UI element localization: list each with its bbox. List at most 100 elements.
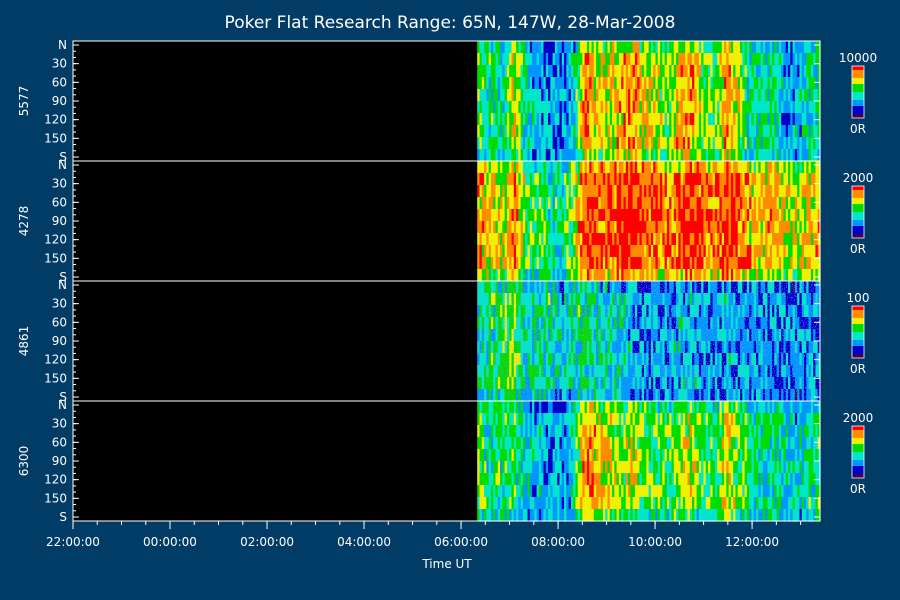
- heat-cell: [479, 209, 483, 222]
- heat-cell: [479, 413, 483, 426]
- colorbar-segment: [852, 226, 864, 229]
- heat-cell: [726, 233, 730, 246]
- heat-cell: [621, 221, 625, 234]
- heat-cell: [477, 509, 481, 522]
- heat-cell: [650, 137, 654, 150]
- heat-cell: [586, 149, 590, 162]
- heat-cell: [520, 233, 524, 246]
- heat-cell: [516, 77, 519, 90]
- heat-cell: [532, 509, 535, 522]
- heat-cell: [801, 245, 805, 258]
- heat-cell: [703, 149, 707, 162]
- heat-cell: [561, 221, 565, 234]
- heat-cell: [646, 89, 650, 102]
- heat-cell: [575, 125, 579, 138]
- heat-cell: [772, 53, 775, 66]
- heat-cell: [582, 113, 586, 126]
- heat-cell: [769, 149, 773, 162]
- heat-cell: [502, 173, 506, 186]
- heat-cell: [529, 65, 533, 78]
- heat-cell: [548, 41, 551, 54]
- heat-cell: [692, 65, 695, 78]
- heat-cell: [708, 125, 711, 138]
- heat-cell: [616, 173, 620, 186]
- heat-cell: [488, 125, 492, 138]
- heat-cell: [751, 137, 755, 150]
- heat-cell: [705, 77, 709, 90]
- heat-cell: [639, 185, 643, 198]
- heat-cell: [575, 101, 579, 114]
- heat-cell: [550, 245, 554, 258]
- heat-cell: [694, 233, 698, 246]
- colorbar-segment: [852, 104, 864, 107]
- heat-cell: [804, 245, 807, 258]
- heat-cell: [749, 209, 753, 222]
- heat-cell: [598, 161, 602, 174]
- heat-cell: [721, 65, 725, 78]
- colorbar-segment: [852, 344, 864, 347]
- heat-cell: [650, 101, 654, 114]
- heat-cell: [534, 221, 538, 234]
- heat-cell: [534, 401, 538, 414]
- heat-cell: [666, 185, 670, 198]
- heat-cell: [596, 149, 599, 162]
- heat-cell: [778, 257, 782, 270]
- heat-cell: [500, 53, 503, 66]
- heat-cell: [740, 137, 743, 150]
- heat-cell: [680, 233, 684, 246]
- heat-cell: [801, 149, 805, 162]
- heat-cell: [646, 269, 650, 282]
- heat-cell: [532, 497, 535, 510]
- heat-cell: [749, 221, 753, 234]
- heat-cell: [632, 53, 636, 66]
- heat-cell: [481, 257, 485, 270]
- heat-cell: [756, 101, 759, 114]
- heat-cell: [639, 221, 643, 234]
- heat-cell: [778, 269, 782, 282]
- heat-cell: [724, 149, 727, 162]
- heat-cell: [705, 89, 709, 102]
- heat-cell: [788, 137, 791, 150]
- heat-cell: [532, 89, 535, 102]
- heat-cell: [481, 269, 485, 282]
- heat-cell: [518, 161, 522, 174]
- heat-cell: [582, 173, 586, 186]
- heat-cell: [500, 461, 503, 474]
- heat-cell: [678, 125, 682, 138]
- heat-cell: [481, 425, 485, 438]
- heat-cell: [484, 161, 487, 174]
- heat-cell: [735, 173, 739, 186]
- heat-cell: [541, 149, 545, 162]
- heat-cell: [774, 269, 778, 282]
- heat-cell: [810, 89, 814, 102]
- heat-cell: [516, 473, 519, 486]
- heat-cell: [751, 245, 755, 258]
- heat-cell: [614, 245, 618, 258]
- heat-cell: [484, 65, 487, 78]
- heat-cell: [477, 209, 481, 222]
- heat-cell: [552, 137, 556, 150]
- heat-cell: [694, 101, 698, 114]
- heat-cell: [552, 257, 556, 270]
- heat-cell: [758, 245, 762, 258]
- heat-cell: [481, 161, 485, 174]
- heat-cell: [598, 53, 602, 66]
- heat-cell: [708, 245, 711, 258]
- heat-cell: [776, 173, 780, 186]
- heat-cell: [772, 101, 775, 114]
- heat-cell: [703, 221, 707, 234]
- heat-cell: [481, 197, 485, 210]
- heat-cell: [756, 209, 759, 222]
- heat-cell: [678, 233, 682, 246]
- heat-cell: [765, 257, 769, 270]
- heat-cell: [726, 197, 730, 210]
- heat-cell: [701, 185, 705, 198]
- heat-cell: [698, 77, 702, 90]
- heat-cell: [797, 41, 801, 54]
- heat-cell: [536, 209, 540, 222]
- heat-cell: [785, 125, 789, 138]
- heat-cell: [566, 41, 570, 54]
- heat-cell: [673, 245, 677, 258]
- heat-cell: [708, 89, 711, 102]
- y-tick-label: 30: [52, 57, 67, 71]
